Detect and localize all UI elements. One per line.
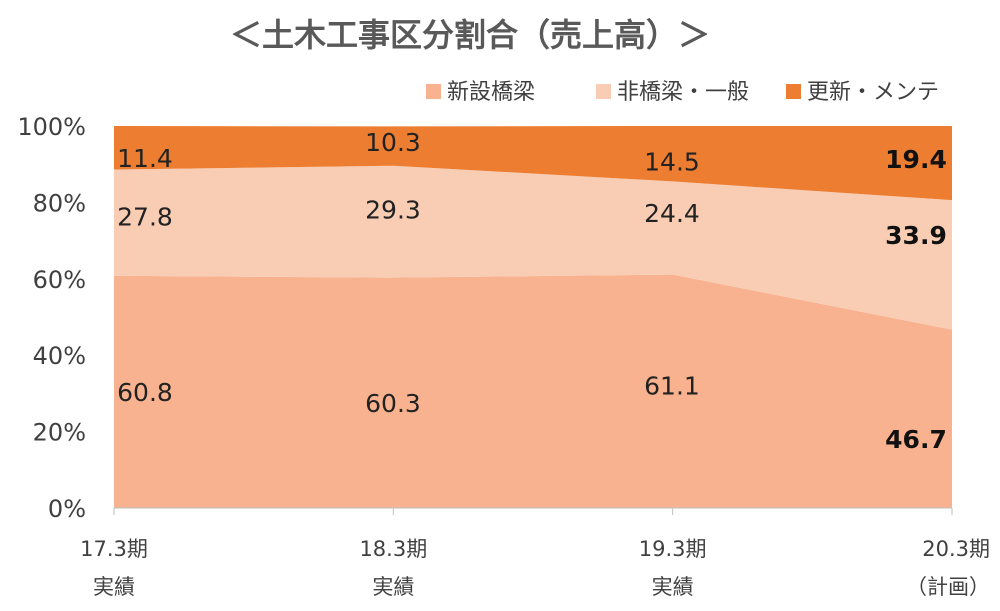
- data-label-series-0-0: 60.8: [117, 378, 173, 407]
- legend-label-1: 非橋梁・一般: [617, 80, 749, 105]
- data-label-series-0-1: 60.3: [365, 389, 421, 418]
- data-label-series-1-2: 24.4: [644, 199, 700, 228]
- x-tick-sublabel-1: 実績: [372, 575, 414, 599]
- data-label-series-0-3: 46.7: [885, 425, 947, 454]
- chart-title: ＜土木工事区分割合（売上高）＞: [230, 16, 710, 54]
- data-label-series-1-0: 27.8: [117, 203, 173, 232]
- data-label-series-2-0: 11.4: [117, 144, 173, 173]
- x-tick-label-1: 18.3期: [359, 537, 427, 561]
- data-label-series-0-2: 61.1: [644, 371, 700, 400]
- legend: 新設橋梁 非橋梁・一般 更新・メンテ: [426, 80, 939, 105]
- stacked-areas: [114, 126, 952, 508]
- legend-swatch-0: [426, 84, 441, 99]
- x-tick-label-2: 19.3期: [639, 537, 707, 561]
- area-series-2: [114, 126, 952, 201]
- y-tick-label-2: 40%: [33, 342, 86, 370]
- data-label-series-2-2: 14.5: [644, 148, 700, 177]
- x-tick-label-0: 17.3期: [80, 537, 148, 561]
- data-labels: 60.8 60.3 61.1 46.7 27.8 29.3 24.4 33.9 11.4 10.3…: [117, 128, 947, 454]
- data-label-series-2-3: 19.4: [885, 145, 947, 174]
- y-tick-label-1: 20%: [33, 419, 86, 447]
- x-tick-sublabel-3: （計画）: [906, 575, 990, 599]
- area-series-0: [114, 274, 952, 508]
- y-axis: 0% 20% 40% 60% 80% 100%: [17, 113, 86, 523]
- legend-swatch-1: [596, 84, 611, 99]
- data-label-series-1-3: 33.9: [885, 221, 947, 250]
- legend-swatch-2: [786, 84, 801, 99]
- x-tick-sublabel-0: 実績: [93, 575, 135, 599]
- y-tick-label-4: 80%: [33, 189, 86, 217]
- x-tick-label-3: 20.3期: [922, 537, 990, 561]
- data-label-series-2-1: 10.3: [365, 128, 421, 157]
- y-tick-label-3: 60%: [33, 266, 86, 294]
- legend-label-2: 更新・メンテ: [807, 80, 939, 105]
- x-tick-sublabel-2: 実績: [652, 575, 694, 599]
- y-tick-label-5: 100%: [17, 113, 86, 141]
- legend-label-0: 新設橋梁: [447, 80, 535, 105]
- y-tick-label-0: 0%: [48, 495, 86, 523]
- area-series-1: [114, 165, 952, 330]
- data-label-series-1-1: 29.3: [365, 196, 421, 225]
